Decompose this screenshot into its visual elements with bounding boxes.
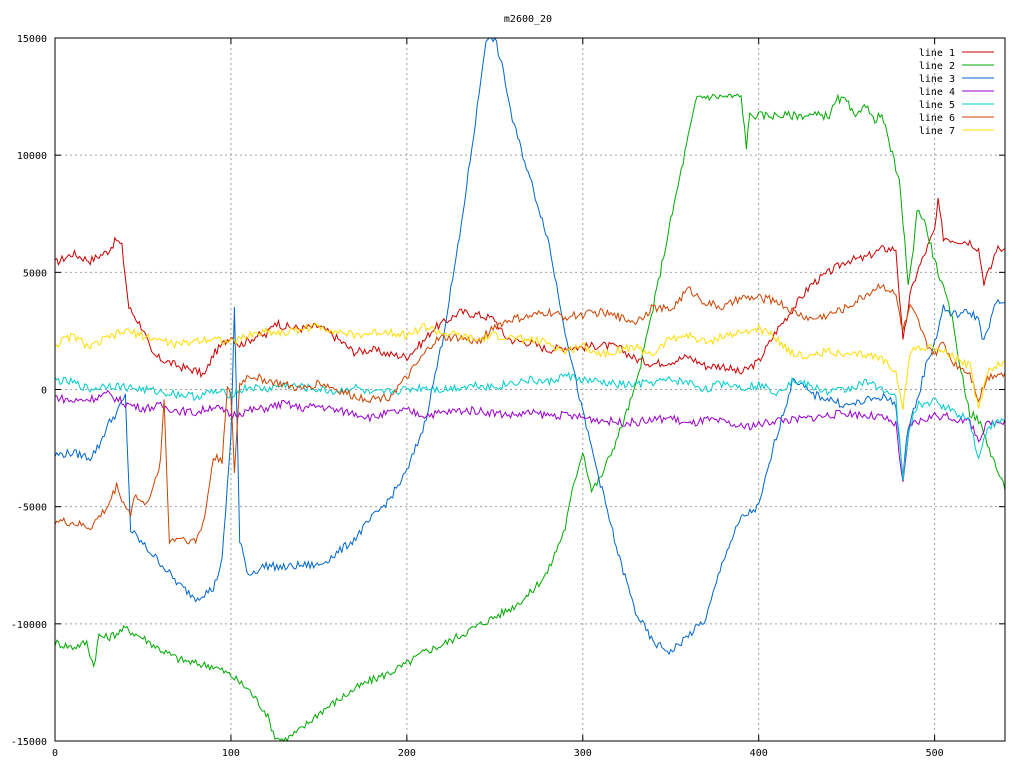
y-tick-label: 10000 [17,151,47,162]
legend-label: line 7 [919,126,955,137]
x-tick-label: 100 [222,748,240,759]
legend-label: line 4 [919,87,955,98]
legend-label: line 3 [919,74,955,85]
series-line-7 [54,322,1006,410]
series-line-4 [55,389,1006,482]
legend-label: line 1 [919,48,955,59]
legend-label: line 2 [919,61,955,72]
x-tick-label: 400 [750,748,768,759]
y-tick-label: -10000 [11,620,47,631]
x-tick-label: 0 [52,748,58,759]
legend: line 1 line 2 line 3 line 4 line 5 line 6 line… [919,48,994,137]
chart-title: m2600_20 [504,14,552,25]
series-line-6 [54,282,1006,545]
series-line-5 [54,371,1006,481]
series-line-2 [54,93,1006,743]
x-tick-label: 500 [926,748,944,759]
series-line-1 [54,197,1006,379]
y-tick-label: 0 [41,386,47,397]
axis-ticks: 0 100 200 300 400 500 -15000 -10000 -5000 0 5000 10… [11,34,1005,759]
x-tick-label: 200 [398,748,416,759]
y-tick-label: 15000 [17,34,47,45]
grid [55,38,1005,741]
series-group [54,36,1006,743]
y-tick-label: -5000 [17,503,47,514]
series-line-3 [54,36,1006,656]
legend-label: line 5 [919,100,955,111]
y-tick-label: -15000 [11,737,47,748]
legend-label: line 6 [919,113,955,124]
x-tick-label: 300 [574,748,592,759]
y-tick-label: 5000 [23,268,47,279]
